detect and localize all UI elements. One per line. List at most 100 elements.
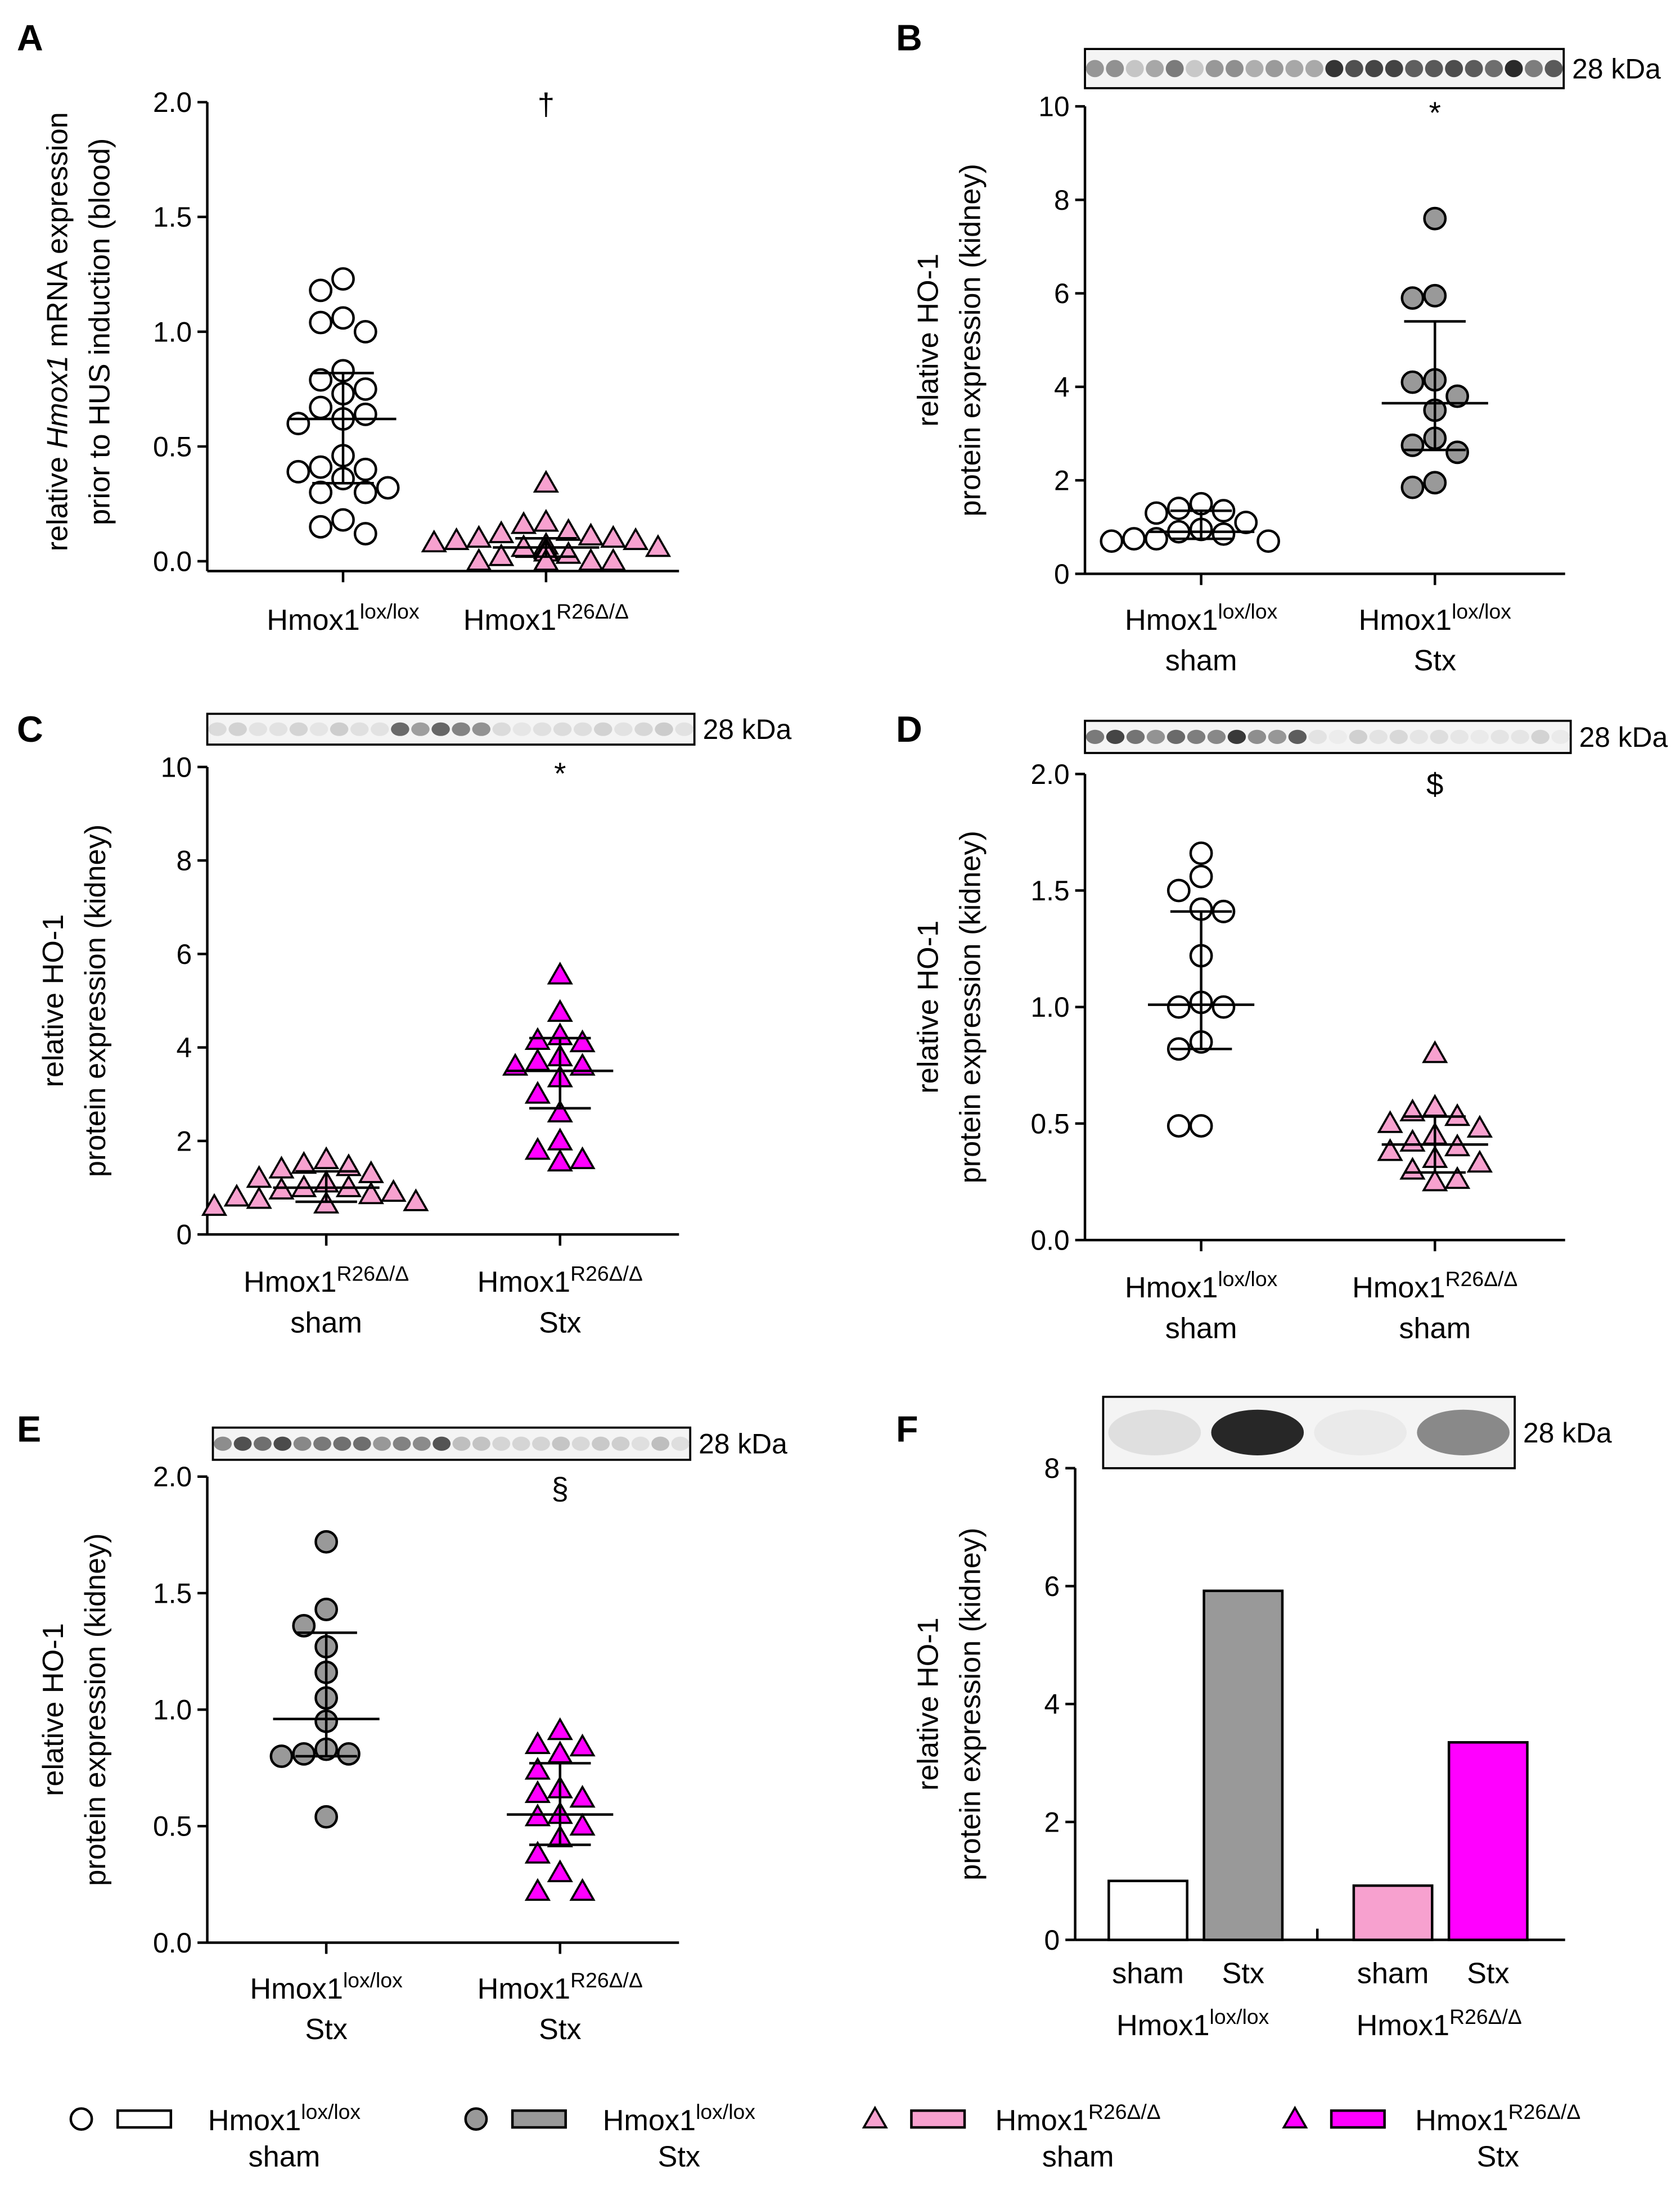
category-label-line2: Stx <box>539 2013 581 2046</box>
category-label-superscript: R26Δ/Δ <box>570 1968 643 1992</box>
legend-label-line2: sham <box>1042 2141 1114 2174</box>
data-point <box>1399 1129 1426 1152</box>
legend-label: Hmox1lox/lox <box>208 2100 361 2137</box>
data-point <box>547 1099 573 1122</box>
blot-band <box>350 722 369 736</box>
category-label: Hmox1lox/lox <box>1116 2005 1269 2042</box>
y-axis-label-line1: relative HO-1 <box>37 1623 70 1796</box>
blot-band <box>309 722 328 736</box>
y-tick-label: 1.0 <box>1030 991 1069 1023</box>
category-label: Hmox1R26Δ/Δ <box>478 1968 643 2005</box>
data-point <box>268 1156 295 1179</box>
data-point <box>1466 1149 1493 1173</box>
category-label-superscript: lox/lox <box>1218 599 1277 623</box>
western-blot-image <box>206 713 696 746</box>
category-label-name: Hmox1 <box>1125 1271 1218 1304</box>
blot-band <box>1166 729 1186 744</box>
category-label-name: Hmox1 <box>1116 2009 1210 2042</box>
data-point <box>443 527 470 551</box>
data-point <box>1423 206 1447 231</box>
category-label-superscript: R26Δ/Δ <box>1445 1267 1518 1291</box>
blot-band <box>333 1436 352 1451</box>
data-point <box>1445 440 1469 465</box>
blot-band <box>512 1436 530 1451</box>
data-point <box>309 480 333 504</box>
y-tick-label: 8 <box>176 845 192 877</box>
molecular-weight-label: 28 kDa <box>1523 1417 1612 1449</box>
bar <box>1352 1884 1434 1941</box>
y-tick-label: 2.0 <box>153 1461 192 1492</box>
blot-band <box>1349 729 1368 744</box>
data-point <box>569 1878 596 1901</box>
blot-band <box>571 1436 590 1451</box>
data-point <box>335 1174 362 1197</box>
blot-band <box>1285 60 1304 78</box>
legend-label-name: Hmox1 <box>995 2104 1088 2137</box>
data-point <box>376 476 400 500</box>
category-label-superscript: R26Δ/Δ <box>570 1261 643 1285</box>
y-tick-label: 4 <box>1044 1689 1060 1720</box>
category-label-line2: sham <box>1165 644 1237 677</box>
panel-letter: C <box>17 709 43 750</box>
category-label-name: Hmox1 <box>1357 2009 1450 2042</box>
data-point <box>555 518 582 541</box>
data-point <box>353 480 377 504</box>
legend-label: Hmox1R26Δ/Δ <box>1415 2100 1580 2137</box>
blot-band <box>1125 60 1144 78</box>
data-point <box>524 1137 551 1160</box>
data-point <box>337 1742 361 1766</box>
bar-category-label: sham <box>1112 1958 1184 1990</box>
data-point <box>488 520 515 543</box>
panel-d: D 0.0 0.5 1.0 1.5 2.0 relative HO-1 protein exp… <box>896 709 1668 1345</box>
blot-band <box>1405 60 1424 78</box>
western-blot-image <box>1084 719 1572 754</box>
data-point <box>291 1174 317 1197</box>
data-point <box>1377 1110 1403 1133</box>
legend-marker-triangle-icon <box>1282 2105 1308 2129</box>
data-point <box>201 1193 228 1216</box>
category-label-superscript: lox/lox <box>343 1968 403 1992</box>
blot-band <box>533 722 552 736</box>
bar-category-label: sham <box>1357 1958 1429 1990</box>
data-point <box>331 306 355 330</box>
data-point <box>1189 864 1213 889</box>
panel-c: C 0 2 4 6 8 10 relative HO-1 protein expression … <box>17 709 792 1339</box>
blot-band <box>1470 729 1489 744</box>
y-tick-label: 0 <box>1054 558 1070 590</box>
blot-band <box>532 1436 550 1451</box>
y-tick-label: 1.0 <box>153 1694 192 1726</box>
category-label: Hmox1R26Δ/Δ <box>1357 2005 1522 2042</box>
legend-bar-swatch <box>511 2109 567 2129</box>
category-label-name: Hmox1 <box>478 1266 571 1298</box>
data-point <box>524 1731 551 1755</box>
data-point <box>547 999 573 1022</box>
blot-band <box>1425 60 1443 78</box>
category-label: Hmox1lox/lox <box>1125 599 1278 637</box>
data-point <box>1422 1040 1448 1063</box>
category-label-line2: Stx <box>1414 644 1457 677</box>
blot-band <box>671 1436 690 1451</box>
blot-band <box>1247 729 1267 744</box>
blot-band <box>614 722 633 736</box>
data-point <box>1189 1114 1213 1138</box>
blot-band <box>411 722 430 736</box>
legend-label-name: Hmox1 <box>208 2104 301 2137</box>
data-point <box>309 310 333 335</box>
blot-band <box>1288 729 1307 744</box>
data-point <box>1145 501 1168 525</box>
data-point <box>466 548 492 571</box>
data-point <box>1100 529 1124 553</box>
legend-label-name: Hmox1 <box>1415 2104 1508 2137</box>
y-tick-label: 1.5 <box>153 1577 192 1609</box>
data-point <box>524 1878 551 1901</box>
blot-band <box>472 1436 490 1451</box>
blot-band <box>1328 729 1348 744</box>
blot-band <box>1126 729 1145 744</box>
y-axis-label-part: Hmox1 <box>42 355 74 449</box>
y-tick-label: 0.5 <box>153 431 192 462</box>
data-point <box>353 377 377 401</box>
category-label-line2: Stx <box>305 2013 348 2046</box>
category-label-line2: sham <box>290 1306 362 1339</box>
blot-band <box>1205 60 1224 78</box>
